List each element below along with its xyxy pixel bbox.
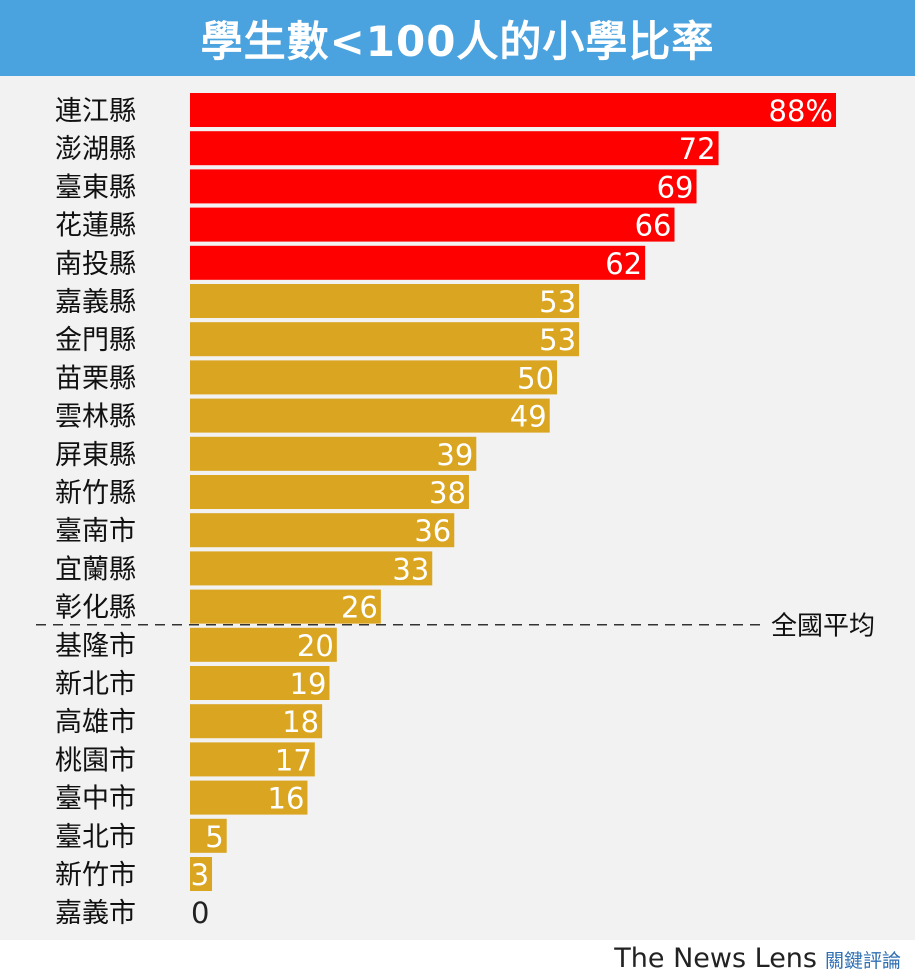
category-label: 彰化縣 [55,593,136,624]
value-label: 88% [769,94,833,128]
category-label: 宜蘭縣 [55,554,136,585]
bar [190,704,323,739]
value-label: 38 [429,476,466,510]
value-label: 53 [539,285,576,319]
bar [190,360,558,395]
category-label: 苗栗縣 [55,363,136,394]
footer: The News Lens 關鍵評論 [0,940,915,980]
category-label: 新北市 [55,669,136,700]
bar [190,589,381,624]
bar [190,742,315,777]
category-label: 金門縣 [55,325,136,356]
value-label: 26 [341,591,378,625]
value-label: 50 [517,361,554,395]
category-label: 嘉義縣 [55,287,136,318]
bar [190,207,675,242]
bar [190,475,469,509]
value-label: 62 [605,247,642,281]
category-label: 高雄市 [55,707,136,738]
value-label: 33 [392,552,429,586]
value-label: 53 [539,323,576,357]
category-label: 連江縣 [55,96,136,127]
title-bar: 學生數<100人的小學比率 [0,0,915,76]
bar [190,857,213,891]
category-label: 新竹縣 [55,478,136,509]
category-label: 屏東縣 [55,440,136,471]
value-label: 36 [414,514,451,548]
bar [190,436,477,471]
average-label: 全國平均 [771,612,875,642]
bar [190,284,580,318]
chart-title: 學生數<100人的小學比率 [200,16,715,66]
brand-name-zh: 關鍵評論 [824,950,901,972]
value-label: 69 [657,170,694,204]
brand-name-en: The News Lens [614,943,817,974]
category-label: 澎湖縣 [55,134,136,165]
value-label: 20 [297,629,334,663]
value-label: 5 [205,820,223,854]
bar [190,131,719,166]
bar [190,818,227,853]
category-label: 臺東縣 [55,172,136,203]
value-label: 0 [191,896,209,930]
bar [190,780,308,815]
bar [190,551,433,586]
category-label: 嘉義市 [55,898,136,929]
bar [190,398,550,433]
category-label: 臺南市 [55,516,136,547]
value-label: 16 [268,782,305,816]
value-label: 3 [191,858,209,892]
bar [190,93,836,127]
category-label: 基隆市 [55,631,136,662]
category-label: 花蓮縣 [55,211,136,242]
category-label: 臺中市 [55,784,136,815]
value-label: 49 [510,400,547,434]
value-label: 17 [275,743,312,777]
value-label: 18 [282,705,319,739]
category-label: 新竹市 [55,860,136,891]
bar [190,245,646,280]
bar [190,666,330,700]
category-label: 雲林縣 [55,402,136,433]
bar [190,169,697,204]
value-label: 19 [290,667,327,701]
bar [190,513,455,548]
bar [190,627,337,662]
value-label: 66 [635,209,672,243]
brand-logo: The News Lens 關鍵評論 [614,943,901,974]
category-label: 臺北市 [55,822,136,853]
value-label: 39 [436,438,473,472]
category-label: 南投縣 [55,249,136,280]
bar [190,322,580,357]
category-label: 桃園市 [55,745,136,776]
value-label: 72 [679,132,716,166]
